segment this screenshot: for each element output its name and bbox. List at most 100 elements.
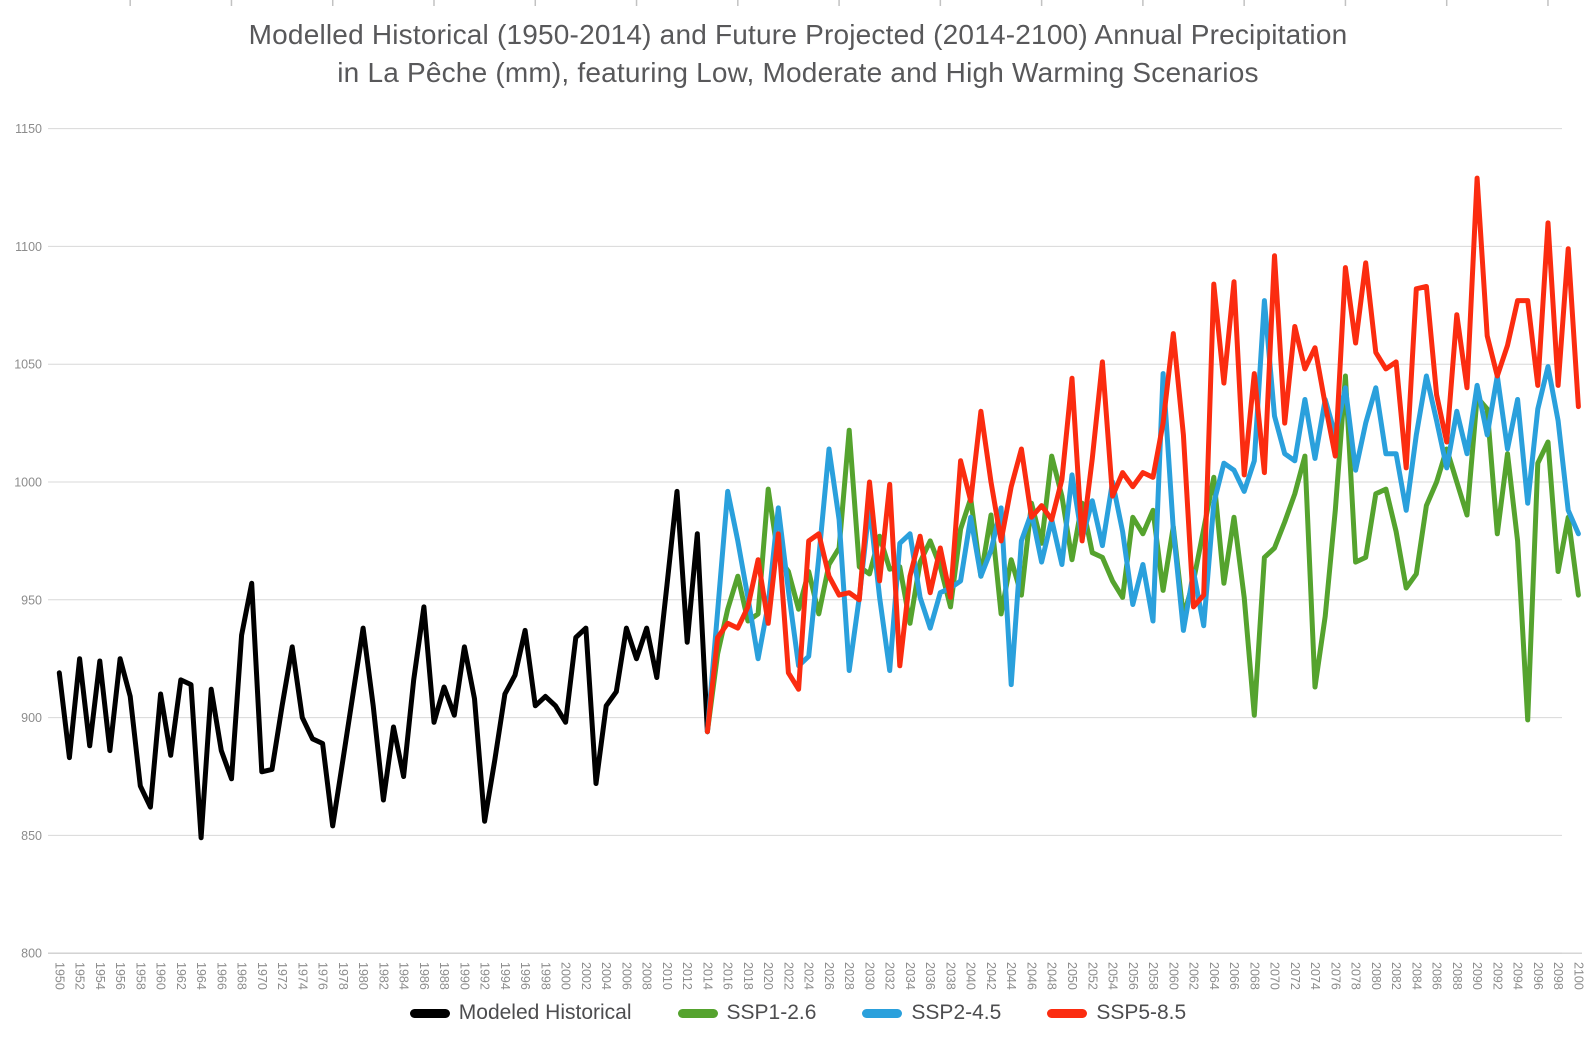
y-gridlines <box>48 128 1562 954</box>
x-tick-label: 2002 <box>579 962 593 990</box>
x-tick-label: 1964 <box>194 962 208 990</box>
chart-title: Modelled Historical (1950-2014) and Futu… <box>0 16 1596 92</box>
x-tick-label: 2070 <box>1268 962 1282 990</box>
x-tick-label: 2006 <box>619 962 633 990</box>
x-tick-label: 2092 <box>1490 962 1504 990</box>
x-tick-label: 1976 <box>316 962 330 990</box>
x-tick-label: 2000 <box>559 962 573 990</box>
legend-label-ssp1-26: SSP1-2.6 <box>726 1001 817 1024</box>
x-tick-label: 1992 <box>478 962 492 990</box>
y-tick-label: 850 <box>21 829 42 843</box>
x-tick-label: 2028 <box>842 962 856 990</box>
x-tick-label: 2038 <box>944 962 958 990</box>
x-tick-label: 2030 <box>863 962 877 990</box>
series-line-ssp1-2-6 <box>704 373 1581 735</box>
x-tick-label: 1986 <box>417 962 431 990</box>
legend-label-ssp5-85: SSP5-8.5 <box>1096 1001 1187 1024</box>
top-tick-marks <box>129 0 1549 6</box>
x-tick-label: 2046 <box>1025 962 1039 990</box>
x-tick-label: 1996 <box>518 962 532 990</box>
x-tick-label: 1984 <box>397 962 411 990</box>
x-tick-label: 1980 <box>356 962 370 990</box>
x-tick-label: 2086 <box>1430 962 1444 990</box>
x-tick-label: 1982 <box>376 962 390 990</box>
chart-legend: Modeled Historical SSP1-2.6 SSP2-4.5 SSP… <box>0 1001 1596 1025</box>
chart-title-line2: in La Pêche (mm), featuring Low, Moderat… <box>337 57 1259 88</box>
x-tick-label: 1988 <box>437 962 451 990</box>
x-tick-label: 1966 <box>214 962 228 990</box>
x-tick-label: 2012 <box>680 962 694 990</box>
x-tick-label: 1994 <box>498 962 512 990</box>
legend-swatch-red-line-icon <box>1047 1008 1088 1018</box>
x-tick-label: 2052 <box>1085 962 1099 990</box>
x-tick-label: 1978 <box>336 962 350 990</box>
y-tick-label: 950 <box>21 593 42 607</box>
legend-item-ssp1-26: SSP1-2.6 <box>677 1001 817 1025</box>
x-tick-label: 1962 <box>174 962 188 990</box>
series-line-ssp5-8-5 <box>704 175 1581 735</box>
legend-label-ssp2-45: SSP2-4.5 <box>911 1001 1002 1024</box>
x-tick-label: 1958 <box>133 962 147 990</box>
x-tick-label: 1952 <box>73 962 87 990</box>
x-tick-label: 2044 <box>1004 962 1018 990</box>
x-tick-label: 2090 <box>1470 962 1484 990</box>
x-tick-label: 2014 <box>700 962 714 990</box>
y-axis-tick-labels: 800 850 900 950 1000 1050 1100 1150 <box>14 122 42 961</box>
x-tick-label: 2024 <box>802 962 816 990</box>
x-tick-label: 2088 <box>1450 962 1464 990</box>
x-tick-label: 2050 <box>1065 962 1079 990</box>
x-tick-label: 2008 <box>640 962 654 990</box>
y-tick-label: 1150 <box>15 122 42 136</box>
x-tick-label: 1974 <box>295 962 309 990</box>
x-tick-label: 1972 <box>275 962 289 990</box>
x-tick-label: 2048 <box>1045 962 1059 990</box>
x-tick-label: 1998 <box>538 962 552 990</box>
x-tick-label: 2066 <box>1227 962 1241 990</box>
x-tick-label: 2010 <box>660 962 674 990</box>
x-tick-label: 2068 <box>1247 962 1261 990</box>
x-tick-label: 2020 <box>761 962 775 990</box>
x-tick-label: 2042 <box>984 962 998 990</box>
legend-swatch-black-line-icon <box>409 1008 450 1018</box>
x-tick-label: 2026 <box>822 962 836 990</box>
x-tick-label: 2034 <box>903 962 917 990</box>
x-tick-label: 2084 <box>1409 962 1423 990</box>
x-tick-label: 2098 <box>1551 962 1565 990</box>
x-tick-label: 2100 <box>1571 962 1585 990</box>
x-tick-label: 1960 <box>154 962 168 990</box>
legend-swatch-blue-line-icon <box>862 1008 903 1018</box>
y-tick-label: 900 <box>21 711 42 725</box>
y-tick-label: 1100 <box>15 240 42 254</box>
y-tick-label: 1000 <box>14 476 42 490</box>
x-tick-label: 2016 <box>721 962 735 990</box>
x-tick-label: 2018 <box>741 962 755 990</box>
x-tick-label: 1954 <box>93 962 107 990</box>
legend-item-ssp5-85: SSP5-8.5 <box>1047 1001 1186 1025</box>
x-tick-label: 2080 <box>1369 962 1383 990</box>
legend-swatch-green-line-icon <box>677 1008 718 1018</box>
x-tick-label: 2032 <box>883 962 897 990</box>
y-tick-label: 1050 <box>14 358 42 372</box>
x-tick-label: 1970 <box>255 962 269 990</box>
legend-item-ssp2-45: SSP2-4.5 <box>862 1001 1001 1025</box>
y-tick-label: 800 <box>21 947 42 961</box>
x-tick-label: 2094 <box>1511 962 1525 990</box>
series-line-ssp2-4-5 <box>704 298 1581 735</box>
x-tick-label: 2082 <box>1389 962 1403 990</box>
x-tick-label: 2078 <box>1349 962 1363 990</box>
x-tick-label: 2096 <box>1531 962 1545 990</box>
series-line-modeled-historical <box>56 488 710 841</box>
x-tick-label: 2036 <box>923 962 937 990</box>
x-tick-label: 2076 <box>1328 962 1342 990</box>
legend-label-modeled-historical: Modeled Historical <box>458 1001 632 1024</box>
x-tick-label: 1990 <box>457 962 471 990</box>
x-tick-label: 1950 <box>52 962 66 990</box>
x-tick-label: 2064 <box>1207 962 1221 990</box>
x-tick-label: 2058 <box>1146 962 1160 990</box>
chart-title-line1: Modelled Historical (1950-2014) and Futu… <box>248 19 1348 50</box>
data-series <box>56 175 1581 841</box>
x-tick-label: 2074 <box>1308 962 1322 990</box>
x-tick-label: 2054 <box>1106 962 1120 990</box>
x-tick-label: 2022 <box>781 962 795 990</box>
